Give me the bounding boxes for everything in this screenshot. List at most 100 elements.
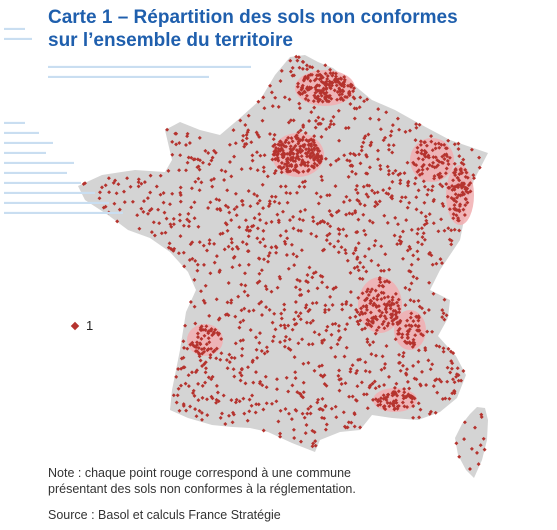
commune-point: [202, 362, 207, 367]
commune-point: [436, 229, 441, 234]
commune-point: [439, 217, 444, 222]
commune-point: [213, 150, 218, 155]
commune-point: [422, 200, 427, 205]
commune-point: [375, 202, 380, 207]
commune-point: [205, 348, 210, 353]
commune-point: [444, 182, 449, 186]
commune-point: [286, 169, 291, 174]
commune-point: [283, 184, 288, 189]
commune-point: [243, 271, 247, 276]
commune-point: [430, 148, 435, 153]
commune-point: [245, 225, 250, 230]
commune-point: [348, 367, 353, 371]
commune-point: [158, 192, 163, 197]
commune-point: [350, 83, 354, 88]
commune-point: [276, 220, 281, 225]
commune-point: [309, 231, 314, 236]
commune-point: [282, 95, 287, 100]
commune-point: [317, 83, 322, 88]
commune-point: [219, 168, 224, 173]
commune-point: [313, 439, 318, 444]
commune-point: [245, 418, 250, 423]
commune-point: [455, 208, 459, 213]
commune-point: [464, 170, 469, 175]
commune-point: [331, 71, 336, 76]
commune-point: [214, 254, 219, 259]
commune-point: [313, 90, 318, 95]
commune-point: [336, 239, 341, 244]
commune-point: [379, 244, 384, 249]
commune-point: [181, 250, 186, 255]
commune-point: [429, 134, 434, 139]
commune-point: [264, 221, 269, 226]
commune-point: [233, 400, 238, 405]
commune-point: [301, 169, 306, 174]
commune-point: [348, 102, 353, 106]
commune-point: [437, 175, 442, 180]
commune-point: [303, 431, 308, 436]
commune-point: [371, 340, 376, 345]
commune-point: [195, 340, 199, 345]
commune-point: [386, 143, 391, 148]
commune-point: [307, 119, 312, 123]
commune-point: [196, 224, 201, 229]
commune-point: [370, 220, 375, 225]
commune-point: [297, 106, 302, 111]
commune-point: [273, 194, 278, 199]
commune-point: [192, 157, 197, 162]
commune-point: [171, 248, 176, 253]
commune-point: [195, 368, 199, 373]
commune-point: [284, 229, 289, 234]
commune-point: [299, 154, 304, 159]
commune-point: [243, 283, 248, 288]
commune-point: [312, 78, 317, 83]
commune-point: [302, 160, 307, 165]
commune-point: [287, 97, 292, 102]
commune-point: [146, 211, 150, 216]
faint-side-paragraph: ▬▬▬ ▬▬▬▬▬ ▬▬▬▬▬▬▬ ▬▬▬▬▬▬ ▬▬▬▬▬▬▬▬▬▬ ▬▬▬▬▬▬▬▬▬…: [4, 119, 123, 216]
commune-point: [229, 398, 234, 403]
commune-point: [177, 212, 182, 217]
commune-point: [387, 267, 392, 272]
commune-point: [207, 241, 212, 246]
commune-point: [330, 80, 335, 85]
commune-point: [199, 180, 204, 185]
commune-point: [314, 191, 319, 196]
commune-point: [142, 180, 147, 185]
commune-point: [184, 143, 188, 147]
commune-point: [411, 404, 416, 409]
commune-point: [415, 249, 420, 254]
commune-point: [252, 216, 257, 221]
commune-point: [228, 160, 232, 164]
commune-point: [255, 236, 260, 241]
commune-point: [452, 161, 457, 166]
commune-point: [361, 265, 366, 270]
commune-point: [373, 397, 378, 402]
commune-point: [405, 318, 410, 323]
commune-point: [286, 323, 291, 328]
commune-point: [208, 353, 213, 357]
commune-point: [356, 268, 361, 273]
commune-point: [243, 381, 248, 386]
commune-point: [218, 415, 223, 420]
commune-point: [426, 187, 431, 192]
commune-point: [230, 247, 235, 251]
commune-point: [209, 394, 214, 399]
commune-point: [195, 349, 199, 354]
commune-point: [325, 77, 330, 81]
commune-point: [397, 331, 402, 336]
commune-point: [200, 383, 205, 388]
commune-point: [212, 241, 217, 246]
commune-point: [432, 174, 437, 179]
commune-point: [308, 320, 313, 325]
commune-point: [261, 428, 266, 433]
commune-point: [306, 98, 311, 103]
commune-point: [287, 411, 291, 416]
commune-point: [371, 296, 376, 301]
mainland-france: [78, 55, 488, 452]
commune-point: [363, 369, 368, 373]
commune-point: [346, 83, 350, 88]
commune-point: [296, 81, 301, 86]
commune-point: [240, 199, 245, 203]
commune-point: [340, 302, 345, 307]
